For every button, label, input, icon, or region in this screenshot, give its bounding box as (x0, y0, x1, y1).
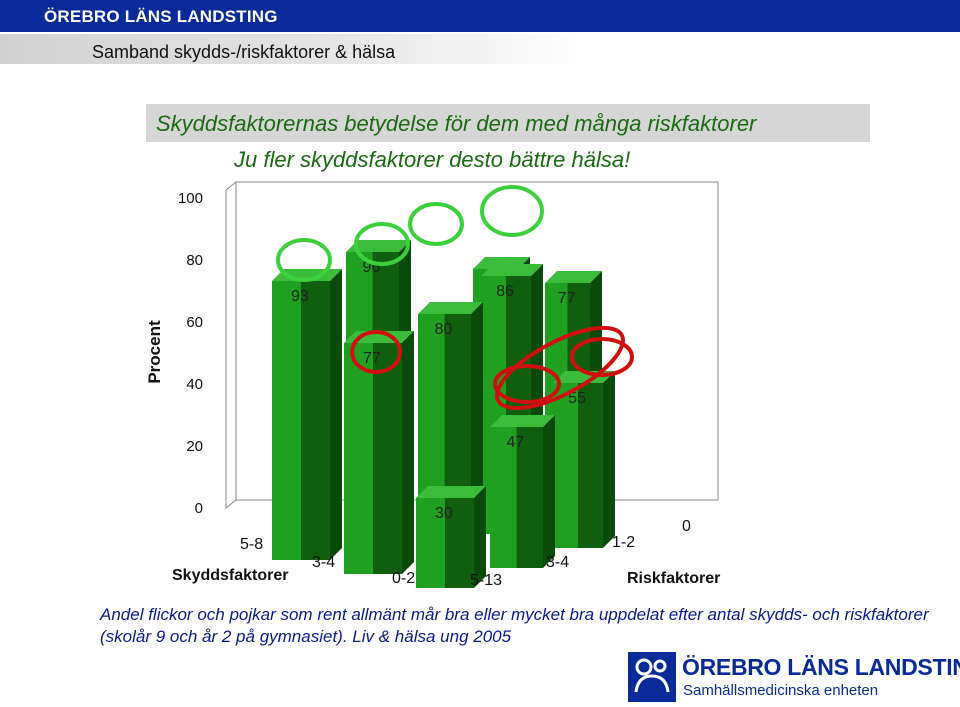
z-tick-label: 5-13 (470, 572, 502, 589)
y-tick-label: 80 (186, 252, 203, 269)
x-tick-label: 3-4 (312, 554, 335, 571)
z-axis-label: Riskfaktorer (627, 570, 720, 587)
section-bar: Samband skydds-/riskfaktorer & hälsa (0, 32, 960, 68)
bar-side (543, 415, 555, 568)
chart-caption: Andel flickor och pojkar som rent allmän… (100, 605, 929, 646)
highlight-circle-red (570, 337, 634, 377)
top-banner: ÖREBRO LÄNS LANDSTING (0, 0, 960, 32)
z-tick-label: 3-4 (546, 554, 569, 571)
y-tick-label: 0 (195, 500, 203, 517)
x-axis-label: Skyddsfaktorer (172, 567, 289, 584)
bar-side (603, 371, 615, 548)
y-tick-label: 20 (186, 438, 203, 455)
section-title: Samband skydds-/riskfaktorer & hälsa (92, 42, 396, 62)
bar-side (402, 331, 414, 574)
bar-front-light (416, 498, 445, 588)
bar-front-light (272, 281, 301, 560)
bar-front-dark (516, 427, 543, 568)
highlight-circle-green (354, 222, 410, 266)
bar-value-label: 77 (363, 350, 381, 367)
bar-value-label: 86 (496, 283, 514, 300)
y-axis-label: Procent (145, 320, 164, 384)
highlight-circle-red (350, 330, 402, 374)
y-tick-label: 60 (186, 314, 203, 331)
y-tick-label: 40 (186, 376, 203, 393)
bar-front-dark (373, 343, 402, 574)
bar-value-label: 77 (558, 290, 576, 307)
x-tick-label: 5-8 (240, 536, 263, 553)
highlight-circle-green (408, 202, 464, 246)
bar-value-label: 80 (435, 321, 453, 338)
chart-subtitle: Ju fler skyddsfaktorer desto bättre häls… (234, 147, 631, 172)
bar-front-dark (578, 383, 603, 548)
bar-top (416, 486, 486, 498)
highlight-circle-green (276, 238, 332, 282)
y-tick-label: 100 (178, 190, 203, 207)
highlight-circle-red (493, 364, 561, 404)
x-tick-label: 0-2 (392, 570, 415, 587)
chart-title-box (146, 104, 870, 142)
bar-value-label: 47 (507, 434, 525, 451)
bar-front-light (553, 383, 578, 548)
chart-side-wall (225, 180, 237, 510)
bar-front-dark (445, 498, 474, 588)
bar-value-label: 93 (291, 288, 309, 305)
bar-side (330, 269, 342, 560)
bar-front-light (344, 343, 373, 574)
highlight-circle-green (480, 185, 544, 237)
highlight-circle-red (494, 325, 626, 411)
logo-organization-name: ÖREBRO LÄNS LANDSTING (682, 654, 960, 680)
section-tab (0, 34, 590, 64)
z-tick-label: 1-2 (612, 534, 635, 551)
bar-top (545, 271, 602, 283)
z-tick-label: 0 (682, 518, 691, 535)
bar-top (346, 240, 411, 252)
bar-value-label: 55 (568, 390, 586, 407)
bar-top (490, 415, 555, 427)
logo-department: Samhällsmedicinska enheten (683, 682, 879, 699)
logo-icon (628, 652, 676, 702)
bar-top (481, 264, 543, 276)
bar-front-dark (301, 281, 330, 560)
bar-front-light (490, 427, 517, 568)
chart-title: Skyddsfaktorernas betydelse för dem med … (156, 111, 757, 136)
bar-top (418, 302, 483, 314)
organization-name: ÖREBRO LÄNS LANDSTING (44, 7, 278, 26)
bar-value-label: 30 (435, 505, 453, 522)
bar-side (474, 486, 486, 588)
